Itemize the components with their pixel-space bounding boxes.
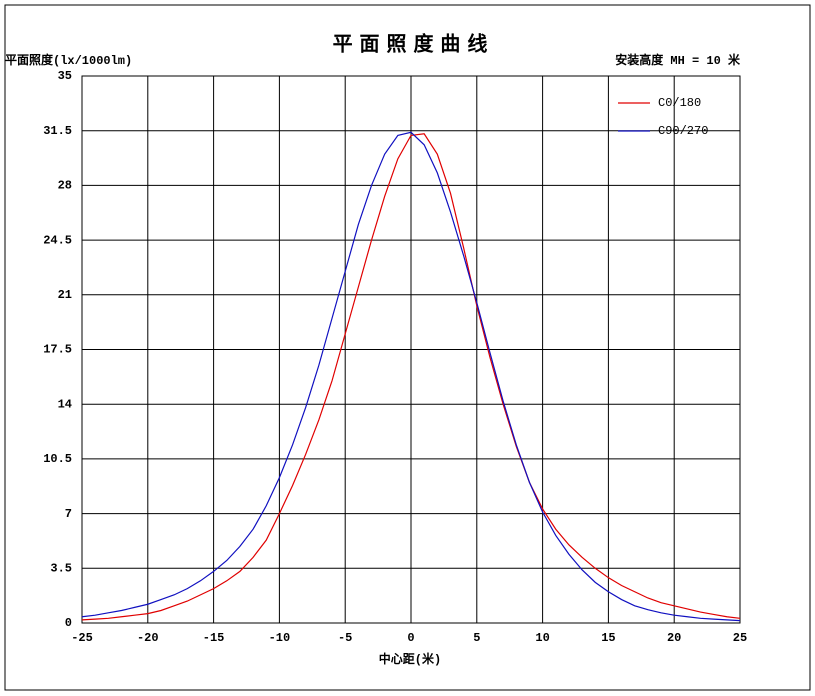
- annotation: 安装高度 MH = 10 米: [615, 52, 741, 68]
- chart-title: 平 面 照 度 曲 线: [333, 32, 488, 56]
- y-tick-label: 21: [58, 288, 72, 302]
- y-tick-label: 35: [58, 69, 72, 83]
- y-tick-label: 7: [65, 507, 72, 521]
- x-tick-label: -15: [203, 631, 225, 645]
- x-tick-label: -20: [137, 631, 159, 645]
- series-line: [81, 133, 741, 621]
- y-tick-label: 10.5: [43, 452, 72, 466]
- x-tick-label: 20: [667, 631, 681, 645]
- x-axis-label: 中心距(米): [379, 651, 441, 667]
- y-tick-label: 14: [58, 397, 72, 411]
- x-tick-label: 5: [473, 631, 480, 645]
- y-tick-label: 31.5: [43, 124, 72, 138]
- y-tick-label: 28: [58, 179, 72, 193]
- legend-label: C90/270: [658, 124, 708, 138]
- legend-label: C0/180: [658, 96, 701, 110]
- plot-border: [81, 75, 741, 624]
- x-tick-label: -10: [269, 631, 291, 645]
- y-tick-label: 17.5: [43, 343, 72, 357]
- x-tick-label: 10: [535, 631, 549, 645]
- x-tick-label: -25: [71, 631, 93, 645]
- x-tick-label: 25: [733, 631, 747, 645]
- x-tick-label: 0: [407, 631, 414, 645]
- y-axis-label: 平面照度(lx/1000lm): [5, 52, 132, 68]
- y-tick-label: 3.5: [50, 561, 72, 575]
- y-tick-label: 24.5: [43, 233, 72, 247]
- series-line: [81, 131, 741, 622]
- frame: [4, 4, 811, 691]
- x-tick-label: -5: [338, 631, 352, 645]
- y-tick-label: 0: [65, 616, 72, 630]
- x-tick-label: 15: [601, 631, 615, 645]
